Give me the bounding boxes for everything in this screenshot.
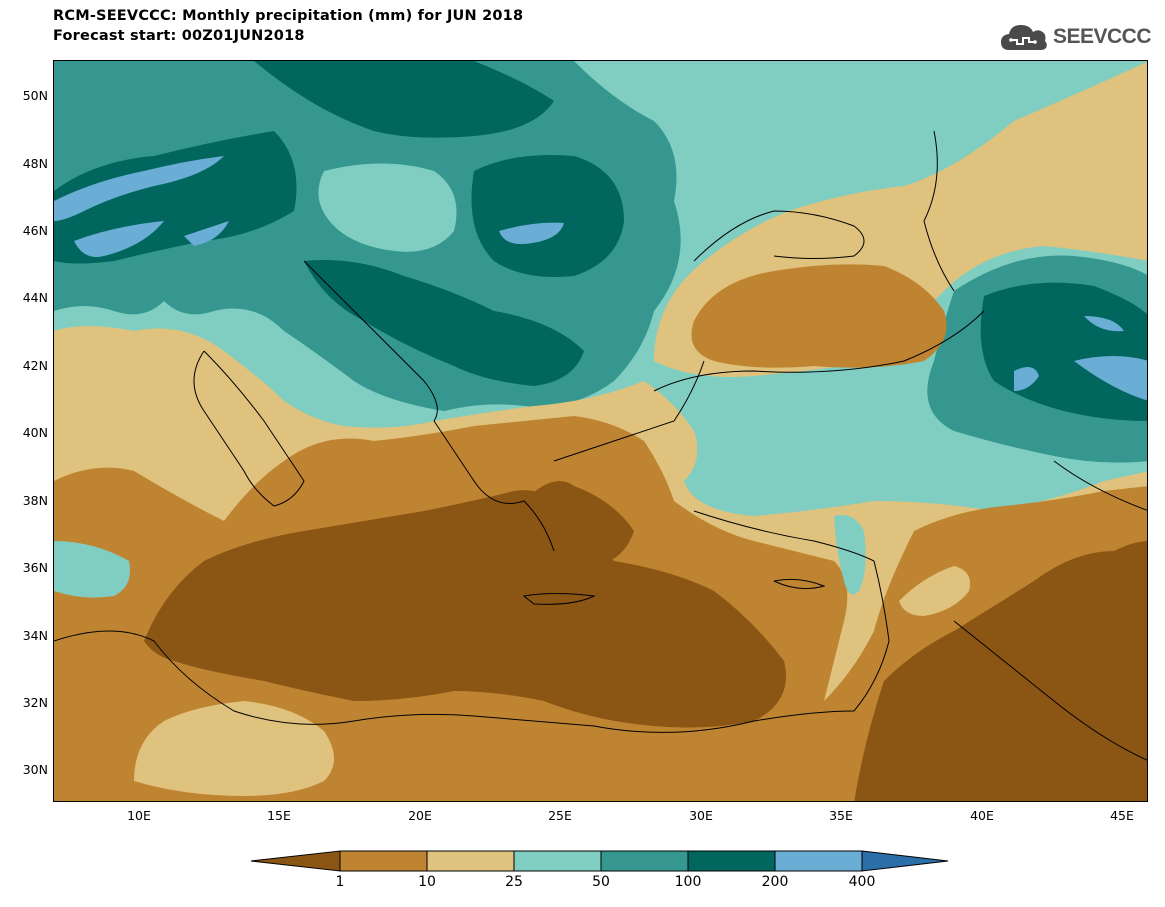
colorbar-cell <box>774 850 863 872</box>
region-200-400-caucasus-b <box>1074 356 1147 401</box>
lon-label: 40E <box>970 808 994 823</box>
lat-label: 48N <box>22 156 48 171</box>
colorbar-cell <box>513 850 602 872</box>
logo-text: SEEVCCC <box>1052 25 1152 48</box>
region-1-10-egypt <box>435 741 813 801</box>
region-1-10-blacksea <box>691 264 947 368</box>
region-200-400-a <box>499 222 564 245</box>
colorbar-cell <box>687 850 776 872</box>
region-100-200-north <box>254 61 554 138</box>
cloud-icon <box>1000 25 1047 50</box>
lat-label: 34N <box>22 628 48 643</box>
map-title: RCM-SEEVCCC: Monthly precipitation (mm) … <box>53 6 523 46</box>
lat-label: 36N <box>22 560 48 575</box>
region-200-400-c <box>74 221 164 257</box>
lat-label: 40N <box>22 425 48 440</box>
region-200-400-caucasus-c <box>1014 367 1039 391</box>
region-200-400-caucasus-a <box>1084 316 1124 332</box>
colorbar-label: 50 <box>592 874 610 890</box>
lat-label: 46N <box>22 223 48 238</box>
lat-label: 44N <box>22 290 48 305</box>
lon-label: 25E <box>548 808 572 823</box>
region-25-50-levant-lobe <box>834 515 866 595</box>
region-10-25-levant <box>899 566 970 616</box>
lat-label: 50N <box>22 88 48 103</box>
lon-label: 15E <box>267 808 291 823</box>
lon-label: 35E <box>829 808 853 823</box>
region-below-1-aegean <box>522 481 634 566</box>
map-canvas <box>54 61 1147 801</box>
region-100-200-balkans <box>304 260 584 386</box>
colorbar-label: 400 <box>848 874 876 890</box>
region-200-400-d <box>184 221 229 246</box>
lat-label: 42N <box>22 358 48 373</box>
region-below-1-mideast <box>854 541 1147 801</box>
seevccc-logo: SEEVCCC <box>999 20 1152 54</box>
colorbar-label: 100 <box>674 874 702 890</box>
colorbar-cell <box>426 850 515 872</box>
region-25-50-hungary <box>318 163 457 252</box>
lon-label: 45E <box>1110 808 1134 823</box>
colorbar-arrow-high <box>861 850 949 872</box>
lon-label: 30E <box>689 808 713 823</box>
colorbar-label: 25 <box>505 874 523 890</box>
region-below-1-med <box>144 490 786 728</box>
colorbar-cell <box>600 850 689 872</box>
region-100-200-romania <box>471 155 624 277</box>
colorbar-label: 1 <box>335 874 345 890</box>
title-line-2: Forecast start: 00Z01JUN2018 <box>53 28 305 44</box>
colorbar-label: 10 <box>418 874 436 890</box>
lat-label: 30N <box>22 762 48 777</box>
title-line-1: RCM-SEEVCCC: Monthly precipitation (mm) … <box>53 8 524 24</box>
region-200-400-b <box>54 156 224 221</box>
colorbar-label: 200 <box>761 874 789 890</box>
region-25-50-tunisia <box>54 541 130 598</box>
colorbar <box>250 850 949 872</box>
colorbar-arrow-low <box>250 850 341 872</box>
coastlines <box>54 130 1147 761</box>
precipitation-map <box>53 60 1148 802</box>
lat-label: 38N <box>22 493 48 508</box>
colorbar-cell <box>339 850 428 872</box>
lat-label: 32N <box>22 695 48 710</box>
lon-label: 20E <box>408 808 432 823</box>
region-10-25-libya <box>134 701 334 796</box>
lon-label: 10E <box>127 808 151 823</box>
